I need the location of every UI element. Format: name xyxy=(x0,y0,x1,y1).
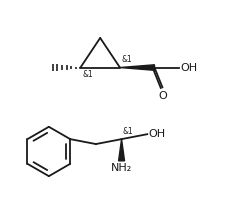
Text: &1: &1 xyxy=(122,127,133,136)
Text: &1: &1 xyxy=(121,55,132,64)
Polygon shape xyxy=(119,65,154,70)
Text: NH₂: NH₂ xyxy=(110,163,132,173)
Text: &1: &1 xyxy=(82,70,93,79)
Text: OH: OH xyxy=(147,129,165,139)
Polygon shape xyxy=(118,139,124,161)
Text: OH: OH xyxy=(179,62,196,73)
Text: O: O xyxy=(157,91,166,101)
